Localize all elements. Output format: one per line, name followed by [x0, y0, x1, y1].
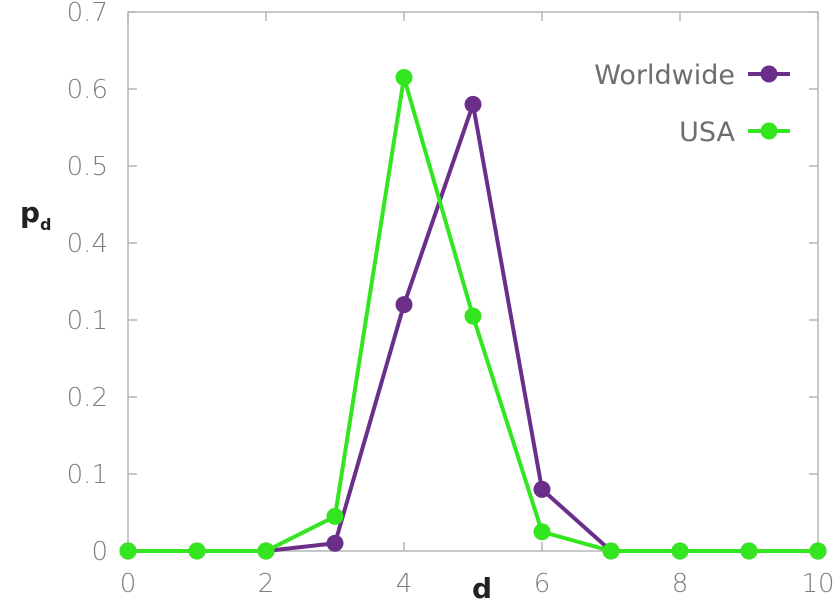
data-point	[119, 542, 137, 560]
y-tick-label: 0.4	[67, 229, 108, 259]
data-point	[671, 542, 689, 560]
legend-swatch-marker	[760, 122, 778, 140]
data-point	[809, 542, 827, 560]
x-tick-label: 0	[120, 569, 137, 599]
y-tick-label: 0.7	[67, 0, 108, 28]
data-point	[464, 95, 482, 113]
data-point	[533, 480, 551, 498]
legend-swatch-marker	[760, 65, 778, 83]
x-tick-label: 10	[801, 569, 834, 599]
y-tick-label: 0	[91, 537, 108, 567]
legend-label: USA	[679, 117, 735, 148]
y-axis-label-main: p	[20, 196, 40, 229]
legend-label: Worldwide	[594, 60, 735, 91]
data-point	[395, 296, 413, 314]
y-axis-label-subscript: d	[40, 215, 51, 234]
series-worldwide	[119, 95, 827, 560]
data-point	[533, 523, 551, 541]
plot-area-border	[127, 11, 819, 552]
y-tick-label: 0.2	[67, 383, 108, 413]
y-axis-ticks: 0 0.1 0.2 0.1 0.4 0.5 0.6 0.7	[67, 0, 818, 567]
plot-frame	[127, 11, 819, 552]
data-point	[395, 68, 413, 86]
series-usa	[119, 68, 827, 560]
legend: Worldwide USA	[594, 60, 790, 148]
x-tick-label: 8	[672, 569, 689, 599]
data-point	[188, 542, 206, 560]
data-point	[740, 542, 758, 560]
y-axis-label: pd	[20, 196, 52, 234]
series-line	[128, 102, 818, 553]
y-tick-label: 0.1	[67, 306, 108, 336]
y-tick-label: 0.5	[67, 152, 108, 182]
x-axis-label: d	[472, 572, 492, 605]
data-point	[257, 542, 275, 560]
y-tick-label: 0.6	[67, 75, 108, 105]
series-layer	[119, 68, 827, 560]
x-axis-ticks: 0 2 4 6 8 10	[120, 12, 835, 599]
data-point	[326, 507, 344, 525]
data-point	[602, 542, 620, 560]
data-point	[326, 534, 344, 552]
x-tick-label: 6	[534, 569, 551, 599]
data-point	[464, 307, 482, 325]
y-tick-label: 0.1	[67, 460, 108, 490]
x-tick-label: 2	[258, 569, 275, 599]
x-tick-label: 4	[396, 569, 413, 599]
